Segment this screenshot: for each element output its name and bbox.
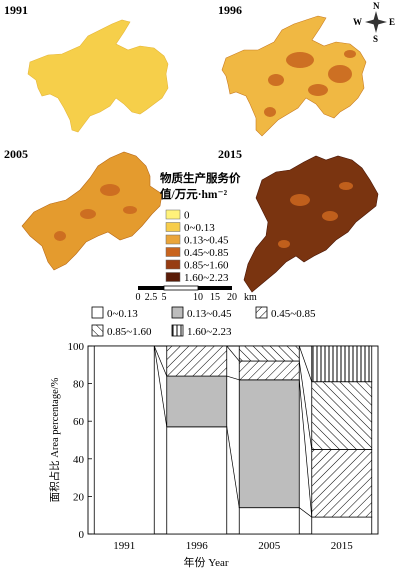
legend-label: 0~0.13 bbox=[184, 222, 215, 234]
compass-s: S bbox=[373, 34, 378, 44]
chart-legend: 0~0.13 0.13~0.45 0.45~0.85 0.85~1.60 1.60~2.… bbox=[91, 306, 316, 338]
bar-connector-line bbox=[226, 375, 240, 381]
y-tick-label: 40 bbox=[73, 454, 85, 466]
bar-segment-vertical bbox=[311, 345, 373, 383]
bar-segment-gray bbox=[238, 379, 300, 509]
map-year-label: 1991 bbox=[4, 3, 28, 17]
chart-legend-label: 0~0.13 bbox=[107, 308, 138, 320]
legend-swatch bbox=[165, 259, 181, 270]
scale-tick-label: 5 bbox=[162, 292, 167, 303]
map-panel-1996: 1996 N S E W bbox=[218, 1, 395, 137]
chart-legend-label: 1.60~2.23 bbox=[187, 326, 232, 338]
chart-legend-swatch bbox=[171, 306, 184, 319]
map-hotspots bbox=[264, 50, 356, 117]
compass-e: E bbox=[389, 17, 395, 27]
chart-legend-label: 0.13~0.45 bbox=[187, 308, 232, 320]
bar-segment-blank bbox=[93, 345, 155, 535]
scale-tick-label: 20 bbox=[227, 292, 237, 303]
y-axis-label: 面积占比 Area percentage/% bbox=[48, 377, 61, 502]
legend-label: 0.13~0.45 bbox=[184, 235, 229, 247]
bar-connector-line bbox=[298, 360, 313, 450]
scale-tick-label: 15 bbox=[210, 292, 220, 303]
map-year-label: 2015 bbox=[218, 147, 242, 161]
bar-connector-line bbox=[299, 507, 312, 518]
x-tick-label: 2015 bbox=[331, 540, 354, 552]
legend-swatch bbox=[165, 209, 181, 220]
bar-connector-line bbox=[153, 345, 168, 427]
bar-segment-backslash bbox=[238, 345, 300, 362]
map-year-label: 2005 bbox=[4, 147, 28, 161]
y-tick-label: 100 bbox=[68, 341, 85, 353]
scale-tick-label: 10 bbox=[193, 292, 203, 303]
chart-legend-swatch bbox=[91, 324, 104, 337]
chart-legend-swatch bbox=[255, 306, 268, 319]
map-region-shape bbox=[243, 155, 379, 293]
map-hotspots bbox=[54, 184, 137, 241]
legend-label: 0 bbox=[184, 210, 190, 222]
legend-swatch bbox=[165, 272, 181, 282]
scale-bar: 0 2.5 5 10 15 20 km bbox=[136, 285, 257, 303]
map-year-label: 1996 bbox=[218, 3, 242, 17]
map-panel-2015: 2015 bbox=[218, 147, 379, 293]
scale-tick-label: 2.5 bbox=[145, 292, 158, 303]
legend-swatch bbox=[165, 247, 181, 257]
y-tick-label: 80 bbox=[73, 379, 85, 391]
legend-title-line2: 值/万元·hm⁻² bbox=[160, 187, 228, 201]
compass-rose-icon: N S E W bbox=[353, 1, 395, 44]
y-tick-label: 0 bbox=[79, 529, 85, 541]
y-tick-label: 60 bbox=[73, 416, 85, 428]
compass-n: N bbox=[373, 1, 380, 11]
map-hotspots bbox=[278, 182, 353, 248]
bar-segment-blank bbox=[238, 507, 300, 535]
scale-tick-label: 0 bbox=[136, 292, 141, 303]
bar-connector-line bbox=[298, 379, 313, 518]
stacked-bar-chart: 0 20 40 60 80 100 1991 1996 2005 2015 年份 Year 面积… bbox=[48, 341, 379, 569]
bar-segment-slash bbox=[238, 360, 300, 381]
x-tick-label: 1996 bbox=[186, 540, 209, 552]
bar-segment-blank bbox=[166, 426, 228, 535]
chart-legend-swatch bbox=[91, 306, 104, 319]
legend-label: 0.45~0.85 bbox=[184, 247, 229, 259]
x-axis-label: 年份 Year bbox=[183, 555, 228, 569]
map-region-shape bbox=[27, 19, 169, 133]
chart-legend-label: 0.85~1.60 bbox=[107, 326, 152, 338]
compass-w: W bbox=[353, 17, 362, 27]
chart-legend-swatch bbox=[171, 324, 184, 337]
legend-title-line1: 物质生产服务价 bbox=[160, 171, 241, 185]
bar-connector-line bbox=[298, 345, 313, 382]
legend-label: 0.85~1.60 bbox=[184, 260, 229, 272]
legend-label: 1.60~2.23 bbox=[184, 272, 229, 284]
x-tick-label: 2005 bbox=[258, 540, 281, 552]
y-tick-label: 20 bbox=[73, 491, 85, 503]
bar-connector-line bbox=[226, 345, 240, 362]
legend-swatch bbox=[165, 222, 181, 232]
bar-segment-blank bbox=[311, 516, 373, 535]
chart-legend-label: 0.45~0.85 bbox=[271, 308, 316, 320]
bar-connector-line bbox=[153, 345, 168, 377]
x-tick-label: 1991 bbox=[113, 540, 135, 552]
map-panel-1991: 1991 bbox=[4, 3, 169, 133]
bar-segment-slash bbox=[311, 448, 373, 518]
map-region-shape bbox=[221, 15, 367, 137]
map-legend: 物质生产服务价 值/万元·hm⁻² 00~0.130.13~0.450.45~0… bbox=[160, 171, 241, 284]
bar-segment-backslash bbox=[311, 381, 373, 450]
bar-segment-slash bbox=[166, 345, 228, 377]
map-panel-2005: 2005 bbox=[4, 147, 163, 271]
legend-swatch bbox=[165, 234, 181, 245]
scale-unit: km bbox=[244, 292, 257, 303]
bar-connector-line bbox=[226, 426, 240, 508]
bar-segment-gray bbox=[166, 375, 228, 428]
